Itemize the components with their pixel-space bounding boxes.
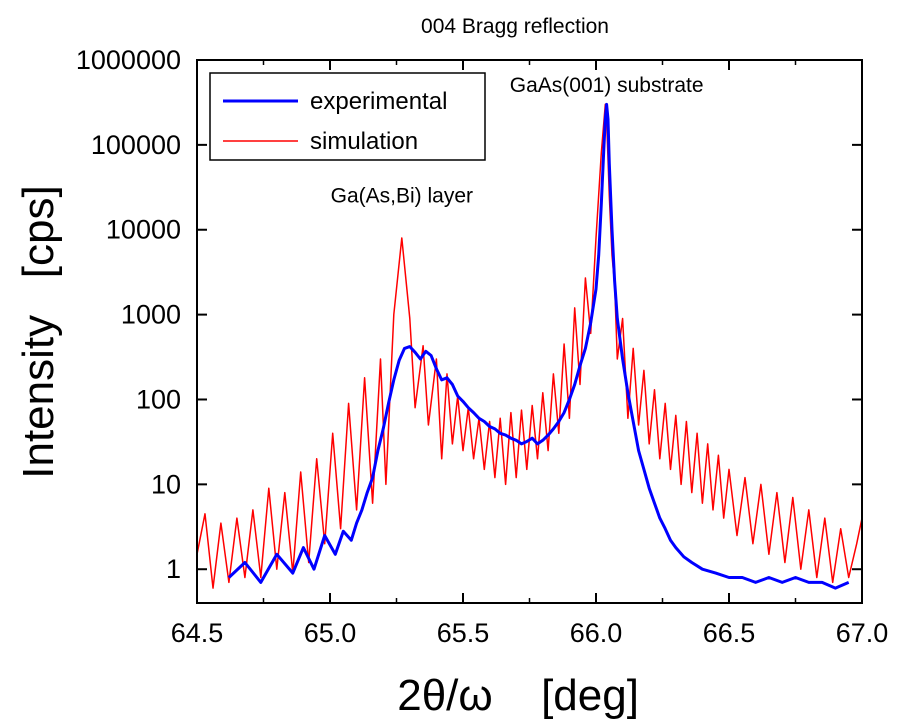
y-tick-label: 1: [166, 554, 181, 584]
y-ticks: 1 10 100 1000 10000 100000 1000000: [76, 45, 862, 584]
legend-label-experimental: experimental: [310, 88, 447, 115]
legend-label-simulation: simulation: [310, 128, 418, 155]
y-axis-label: Intensity [cps]: [14, 185, 63, 478]
legend-box: [209, 72, 486, 161]
y-tick-label: 100000: [91, 130, 181, 160]
x-axis-label-unit: [deg]: [541, 671, 639, 720]
chart-title: 004 Bragg reflection: [421, 15, 609, 38]
x-tick-label: 66.5: [703, 618, 756, 648]
legend: experimental simulation: [209, 72, 486, 161]
series-line-simulation: [196, 103, 863, 589]
x-ticks: 64.5 65.0 65.5 66.0 66.5 67.0: [171, 60, 889, 648]
x-tick-label: 66.0: [570, 618, 623, 648]
series-layer: [196, 102, 863, 590]
annotation-substrate: GaAs(001) substrate: [510, 74, 704, 97]
y-tick-label: 1000: [121, 300, 181, 330]
y-tick-label: 1000000: [76, 45, 181, 75]
y-tick-label: 10000: [106, 215, 181, 245]
y-tick-label: 10: [151, 469, 181, 499]
y-tick-label: 100: [136, 384, 181, 414]
x-tick-label: 65.0: [304, 618, 357, 648]
x-axis-label-symbol: 2θ/ω: [397, 671, 493, 720]
x-tick-label: 64.5: [171, 618, 224, 648]
series-line-experimental: [227, 102, 850, 590]
x-tick-label: 65.5: [437, 618, 490, 648]
x-tick-label: 67.0: [836, 618, 889, 648]
annotation-layer: Ga(As,Bi) layer: [331, 184, 473, 207]
